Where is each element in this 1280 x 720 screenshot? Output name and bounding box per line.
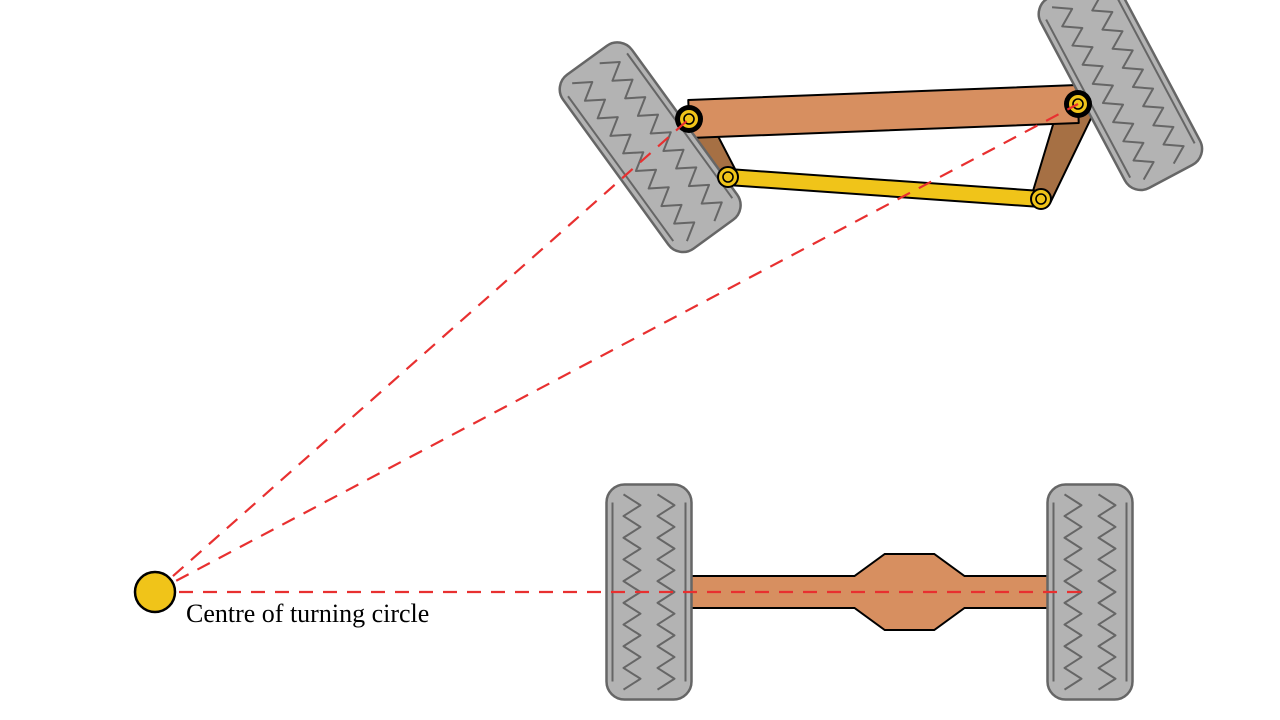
front-steering-assembly <box>553 0 1209 259</box>
left-tierod-pivot <box>718 167 738 187</box>
right-tierod-pivot <box>1031 189 1051 209</box>
front-axle-beam <box>688 85 1078 138</box>
turning-centre-marker <box>135 572 175 612</box>
centre-label: Centre of turning circle <box>186 599 429 628</box>
tie-rod <box>727 169 1041 207</box>
